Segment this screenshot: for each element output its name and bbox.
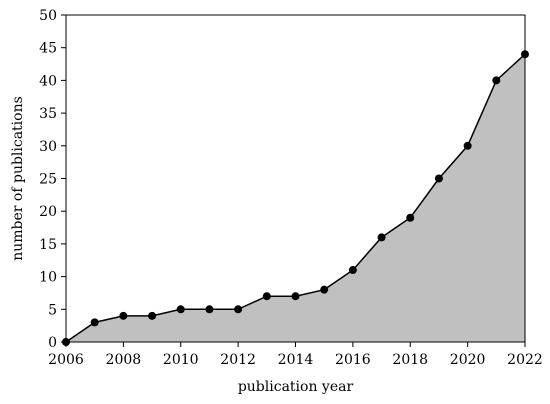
y-tick-label: 0 [48,335,57,351]
x-tick-label: 2020 [450,352,486,368]
data-point [176,305,185,314]
y-tick-label: 10 [39,270,57,286]
y-tick-label: 50 [39,8,57,24]
data-point [463,141,472,150]
y-tick-layer: 0 5 10 15 20 25 30 35 40 45 50 [39,8,66,351]
data-point [262,292,271,301]
data-point [205,305,214,314]
y-tick-label: 20 [39,204,57,220]
x-tick-layer: 2006 2008 2010 2012 2014 2016 2018 2020 2022 [48,342,543,368]
data-point [492,76,501,85]
y-tick-label: 40 [39,73,57,89]
y-tick-label: 45 [39,41,57,57]
data-point [434,174,443,183]
data-point [348,266,357,275]
area-fill [66,54,525,343]
area-layer [66,54,525,343]
y-tick-label: 25 [39,172,57,188]
x-tick-label: 2010 [163,352,199,368]
y-tick-label: 15 [39,237,57,253]
y-tick-label: 30 [39,139,57,155]
data-point [291,292,300,301]
data-point [406,213,415,222]
x-tick-label: 2018 [392,352,428,368]
x-axis-title: publication year [238,379,354,395]
x-tick-label: 2012 [220,352,256,368]
y-tick-label: 35 [39,106,57,122]
data-point [320,285,329,294]
x-tick-label: 2008 [106,352,142,368]
data-point [119,311,128,320]
data-point [90,318,99,327]
y-axis-title: number of publications [10,96,26,261]
x-tick-label: 2016 [335,352,371,368]
data-point [148,311,157,320]
x-tick-label: 2022 [507,352,543,368]
x-tick-label: 2006 [48,352,84,368]
data-point [377,233,386,242]
x-tick-label: 2014 [278,352,314,368]
data-point [234,305,243,314]
marker-layer [62,50,529,346]
y-tick-label: 5 [48,302,57,318]
